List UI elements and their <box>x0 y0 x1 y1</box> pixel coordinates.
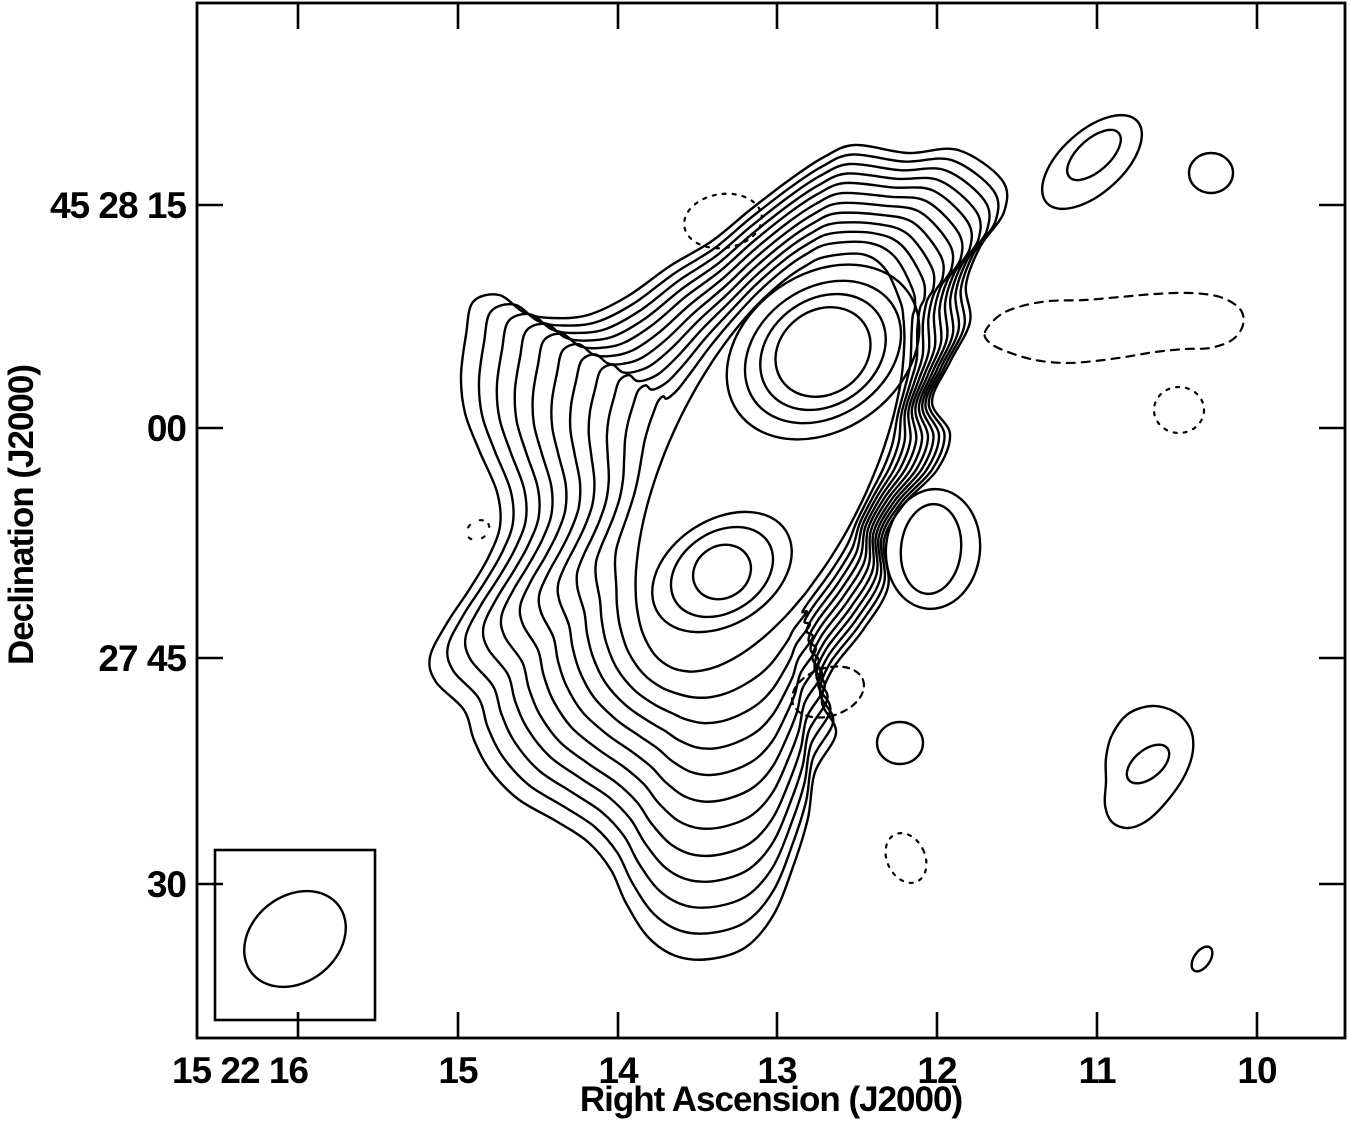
main-source-contour-level-5 <box>518 191 964 830</box>
main-source-contour-level-11 <box>634 252 906 673</box>
y-tick-label-0: 45 28 15 <box>50 185 186 226</box>
main-source-contour-level-9 <box>594 230 927 725</box>
x-tick-label-3: 13 <box>757 1050 797 1091</box>
positive-island-contour-1 <box>1066 128 1122 182</box>
positive-island-contour-8 <box>1190 945 1214 973</box>
main-source-contour-level-1 <box>446 153 1000 935</box>
negative-contour-4 <box>790 665 866 719</box>
main-source-contour-level-7 <box>556 211 945 777</box>
negative-contour-0 <box>683 192 763 250</box>
main-source-contour-level-4 <box>499 181 974 858</box>
x-tick-label-0: 15 22 16 <box>172 1050 308 1091</box>
main-source-contour-level-3 <box>481 172 982 883</box>
x-tick-label-4: 12 <box>917 1050 957 1091</box>
beam-ellipse <box>243 889 347 989</box>
x-tick-label-2: 14 <box>598 1050 639 1091</box>
negative-contour-2 <box>1152 385 1206 435</box>
x-tick-label-6: 10 <box>1237 1050 1277 1091</box>
y-tick-label-3: 30 <box>147 864 187 905</box>
positive-island-contour-3 <box>884 487 982 611</box>
plot-frame <box>195 1 1347 1040</box>
north-peak-contour-ring-0 <box>725 263 921 441</box>
south-peak-contour-ring-0 <box>651 510 793 634</box>
north-peak-contour-ring-3 <box>774 306 872 398</box>
main-source-contour-level-10 <box>613 240 917 699</box>
x-tick-label-5: 11 <box>1078 1050 1116 1091</box>
y-tick-label-2: 27 45 <box>98 638 186 679</box>
negative-contour-1 <box>983 291 1245 365</box>
positive-island-contour-0 <box>1040 113 1144 211</box>
y-axis-title: Declination (J2000) <box>2 365 41 665</box>
positive-island-contour-6 <box>1103 704 1195 830</box>
positive-island-contour-5 <box>875 720 925 766</box>
positive-island-contour-2 <box>1187 151 1235 195</box>
x-axis-title: Right Ascension (J2000) <box>579 1080 963 1119</box>
y-tick-label-1: 00 <box>147 408 187 449</box>
main-source-contour-level-8 <box>575 221 936 750</box>
north-peak-contour-ring-2 <box>759 292 887 412</box>
south-peak-contour-ring-1 <box>669 525 775 619</box>
north-peak-contour-ring-1 <box>743 279 903 425</box>
contour-group <box>428 113 1245 973</box>
positive-island-contour-4 <box>899 502 963 596</box>
tick-marks <box>197 3 1345 1038</box>
main-source-contour-level-0 <box>428 143 1009 961</box>
beam-box <box>213 848 377 1022</box>
south-peak-contour-ring-2 <box>691 543 753 601</box>
main-source-contour-level-6 <box>537 201 955 803</box>
main-source-contour-level-2 <box>463 162 991 909</box>
positive-island-contour-7 <box>1125 743 1171 785</box>
negative-contour-3 <box>465 519 491 541</box>
negative-contour-5 <box>884 832 928 884</box>
x-tick-label-1: 15 <box>438 1050 478 1091</box>
